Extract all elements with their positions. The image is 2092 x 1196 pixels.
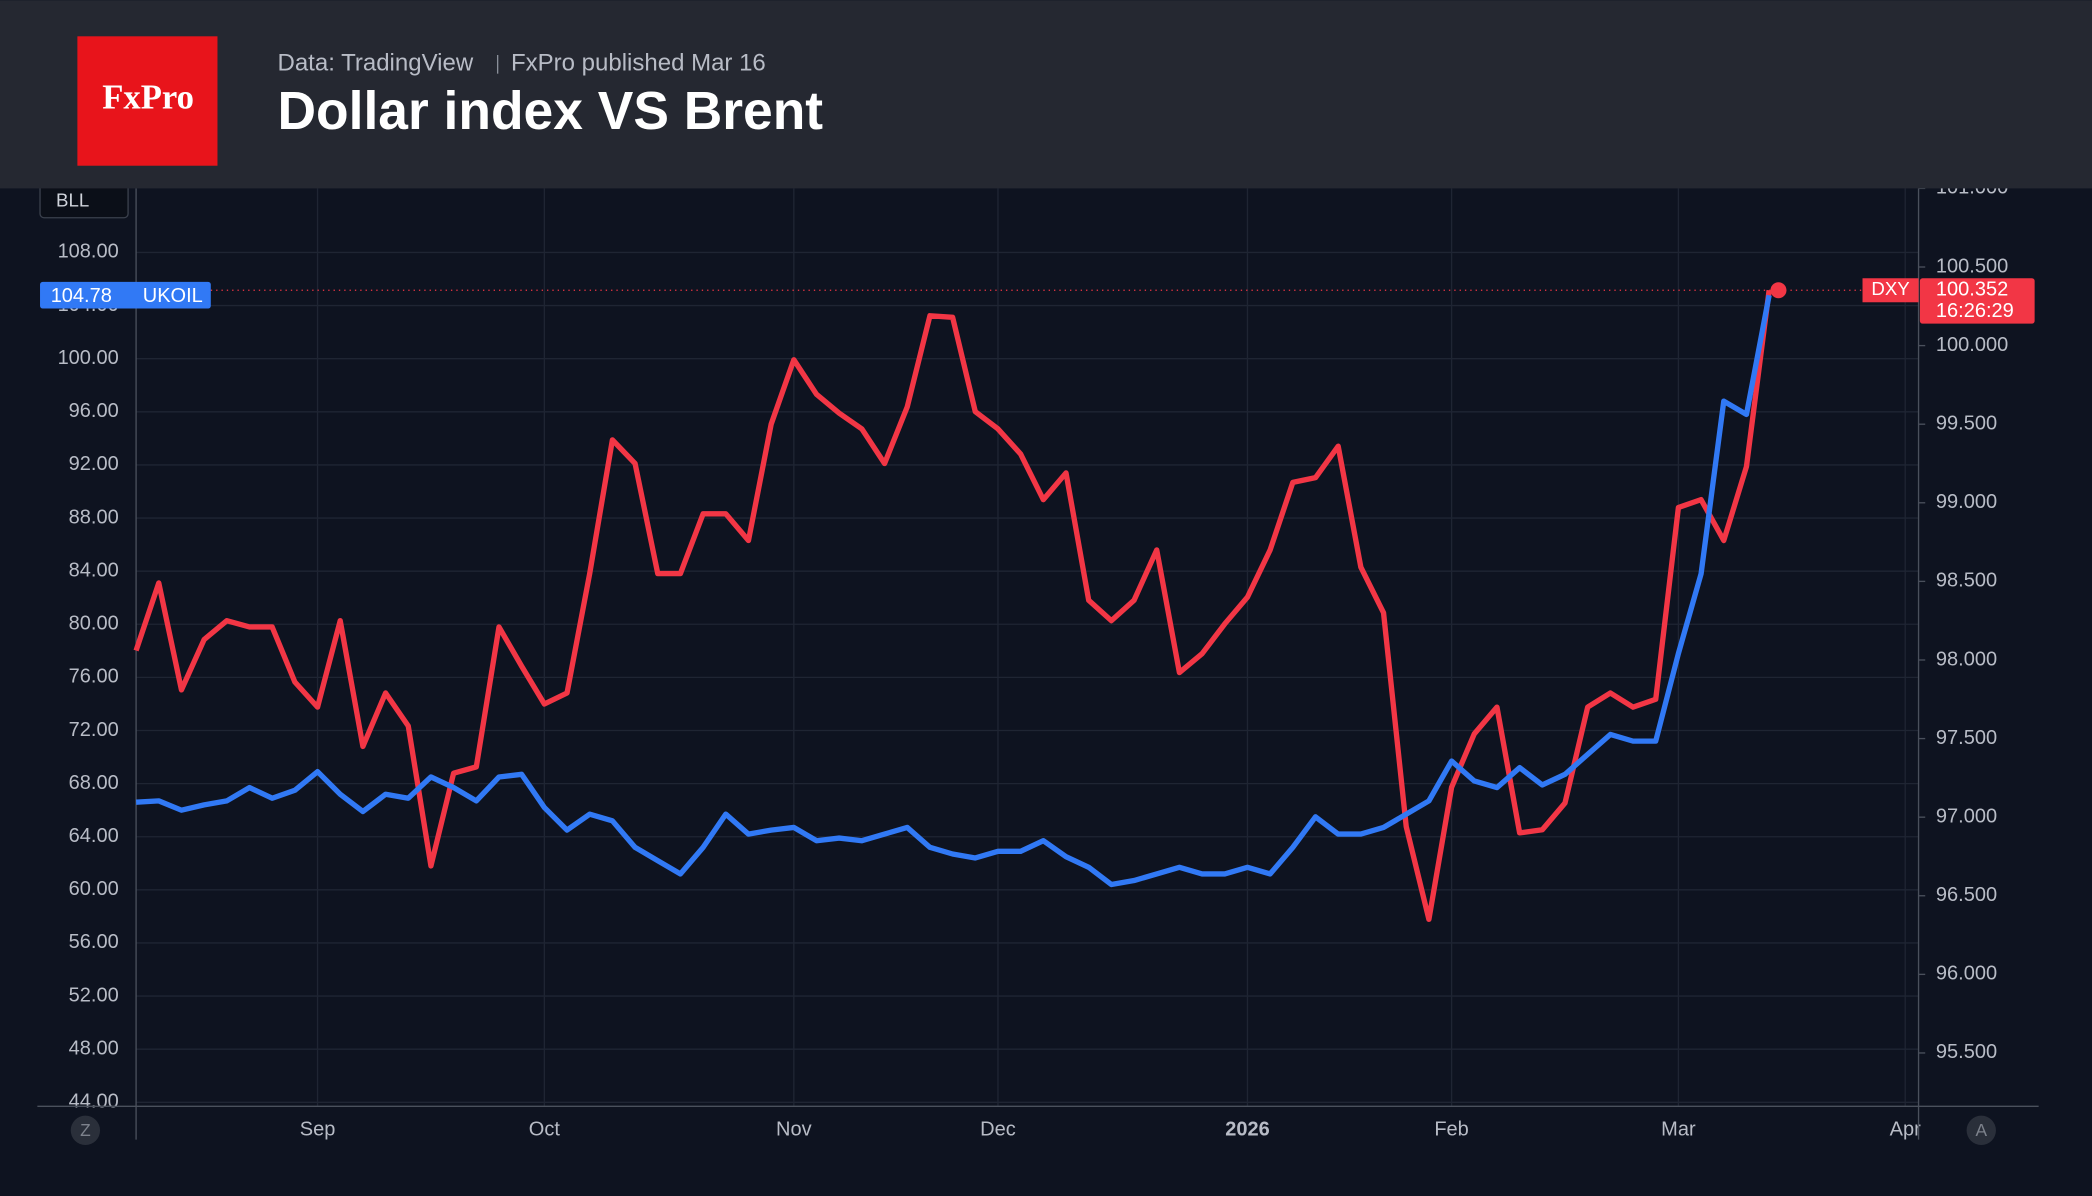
tag-value-bg	[1919, 278, 2035, 324]
tag-name-bg	[1862, 278, 1919, 303]
symbol-text: BLL	[56, 190, 89, 211]
y-tick-label: 88.00	[69, 506, 119, 528]
y2-tick-label: 98.500	[1936, 570, 1997, 592]
x-tick-label: Oct	[529, 1119, 561, 1141]
y2-tick-label: 97.000	[1936, 805, 1997, 827]
x-tick-label: Mar	[1661, 1119, 1696, 1141]
y-tick-label: 84.00	[69, 559, 119, 581]
series-line	[133, 289, 1772, 923]
y2-tick-label: 95.500	[1936, 1041, 1997, 1063]
y-tick-label: 68.00	[69, 772, 119, 794]
tag-timer: 16:26:29	[1936, 300, 2014, 322]
y2-tick-label: 98.000	[1936, 648, 1997, 670]
header: FxPro Data: TradingView FxPro published …	[0, 0, 2092, 189]
y-tick-label: 80.00	[69, 613, 119, 635]
y2-tick-label: 99.500	[1936, 412, 1997, 434]
button-text: A	[1975, 1120, 1987, 1140]
x-tick-label: 2026	[1225, 1119, 1270, 1141]
y-tick-label: 56.00	[69, 931, 119, 953]
x-tick-label: Apr	[1890, 1119, 1921, 1141]
header-bar	[0, 0, 2092, 189]
y-tick-label: 44.00	[69, 1091, 119, 1113]
tag-name: UKOIL	[143, 285, 203, 307]
y-tick-label: 64.00	[69, 825, 119, 847]
plot-area: Sep Oct Nov Dec 2026 Feb Mar Apr 44.00 48.00 52.00…	[37, 177, 2039, 1146]
y-tick-label: 72.00	[69, 719, 119, 741]
x-tick-label: Feb	[1434, 1119, 1468, 1141]
chart-title: Dollar index VS Brent	[278, 82, 824, 141]
tag-bg	[40, 281, 211, 309]
y2-tick-label: 100.000	[1936, 334, 2008, 356]
logo-text: FxPro	[102, 77, 194, 116]
y2-tick-label: 97.500	[1936, 727, 1997, 749]
y2-tick-label: 96.500	[1936, 884, 1997, 906]
button[interactable]	[70, 1115, 101, 1146]
tag-name: DXY	[1871, 278, 1910, 299]
button[interactable]	[1966, 1115, 1996, 1146]
y2-tick-label: 96.000	[1936, 963, 1997, 985]
last-point	[1770, 282, 1787, 299]
y-tick-label: 76.00	[69, 666, 119, 688]
y-tick-label: 96.00	[69, 400, 119, 422]
y2-tick-label: 100.500	[1936, 255, 2008, 277]
x-tick-label: Nov	[776, 1119, 812, 1141]
y-tick-label: 100.00	[58, 347, 119, 369]
published: FxPro published Mar 16	[511, 50, 766, 77]
y-tick-label: 108.00	[58, 241, 119, 263]
y2-tick-label: 99.000	[1936, 491, 1997, 513]
y-tick-label: 48.00	[69, 1037, 119, 1059]
x-tick-label: Sep	[300, 1119, 336, 1141]
y-tick-label: 92.00	[69, 453, 119, 475]
tag-value: 100.352	[1936, 279, 2008, 301]
y-tick-label: 60.00	[69, 878, 119, 900]
logo	[77, 36, 218, 166]
source: Data: TradingView	[278, 50, 474, 77]
y-tick-label: 52.00	[69, 984, 119, 1006]
button-text: Z	[80, 1120, 91, 1140]
x-tick-label: Dec	[980, 1119, 1016, 1141]
tag-value: 104.78	[51, 285, 112, 307]
series-line	[135, 294, 1772, 888]
